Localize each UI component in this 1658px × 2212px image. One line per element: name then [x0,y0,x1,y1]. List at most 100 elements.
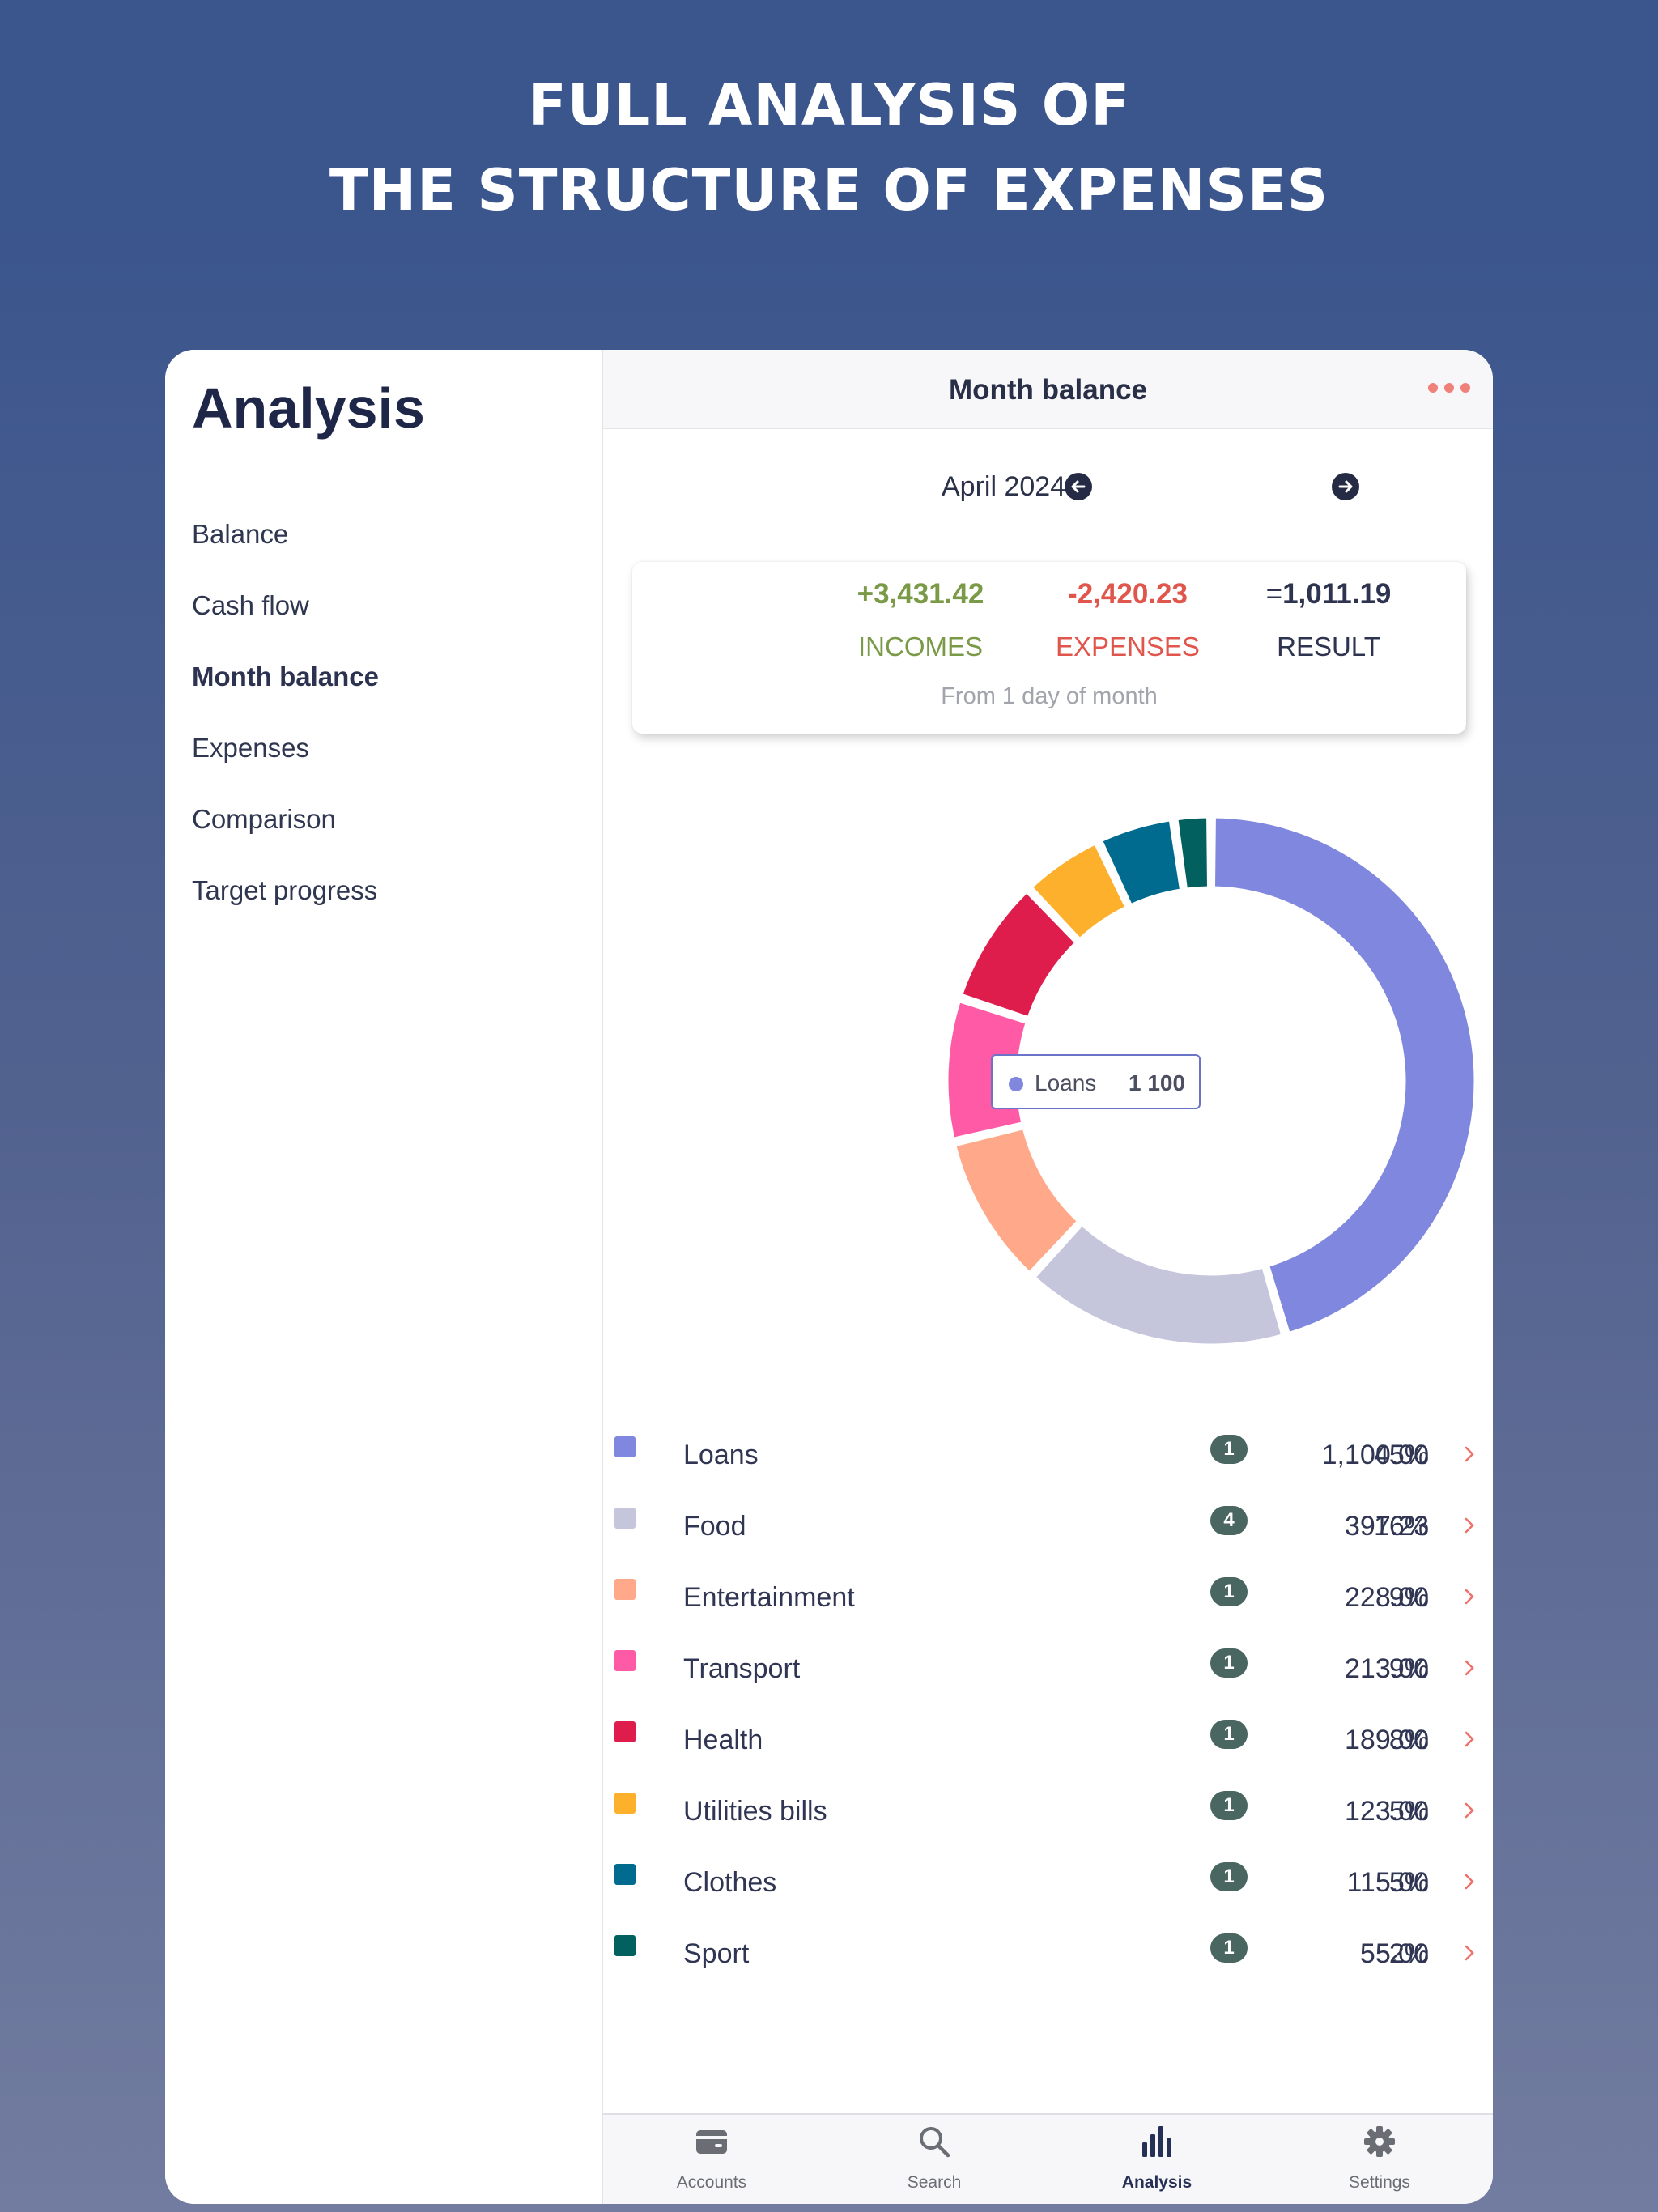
donut-slice-entertainment[interactable] [952,1125,1082,1276]
month-navigator: April 2024 [603,463,1493,512]
donut-slice-loans[interactable] [1210,814,1478,1337]
result-number: 1,011.19 [1282,578,1392,610]
chevron-right-icon [1465,1874,1474,1890]
arrow-left-icon[interactable] [1065,473,1092,500]
list-item[interactable]: Sport 1 55.00 2% [603,1927,1493,1998]
donut-slice-clothes[interactable] [1098,817,1184,908]
expenses-value: -2,420.23 [1068,578,1188,610]
summary-note: From 1 day of month [941,683,1158,709]
category-amount: 115.00 [1346,1867,1429,1898]
color-swatch [614,1793,636,1814]
navigation-bar: Month balance [603,350,1493,429]
count-badge: 1 [1210,1577,1248,1606]
color-swatch [614,1579,636,1600]
app-window: Analysis Balance Cash flow Month balance… [165,350,1493,2204]
sidebar-item-target-progress[interactable]: Target progress [192,875,378,905]
tab-label: Settings [1349,2173,1410,2192]
chevron-right-icon [1465,1802,1474,1819]
sidebar-item-balance[interactable]: Balance [192,519,289,549]
more-dots-icon[interactable] [1428,374,1473,398]
gear-icon [1364,2126,1395,2157]
category-percent: 9% [1388,1653,1429,1684]
list-item[interactable]: Entertainment 1 228.00 9% [603,1571,1493,1642]
tab-accounts[interactable]: Accounts [623,2115,801,2204]
tooltip-dot [1009,1077,1023,1091]
category-percent: 45% [1373,1440,1429,1470]
result-label: RESULT [1277,632,1380,661]
incomes-value: +3,431.42 [857,578,984,610]
category-percent: 5% [1388,1867,1429,1898]
category-name: Utilities bills [683,1796,827,1827]
color-swatch [614,1508,636,1529]
count-badge: 1 [1210,1933,1248,1963]
sidebar-item-month-balance[interactable]: Month balance [192,661,380,691]
category-name: Clothes [683,1867,777,1898]
sidebar-title: Analysis [192,376,425,440]
chevron-right-icon [1465,1517,1474,1534]
category-amount: 1,100.00 [1321,1440,1429,1470]
category-percent: 5% [1388,1796,1429,1827]
list-item[interactable]: Utilities bills 1 123.00 5% [603,1784,1493,1856]
list-item[interactable]: Health 1 189.00 8% [603,1713,1493,1784]
count-badge: 4 [1210,1506,1248,1535]
main-panel: Month balance April 2024 +3,431.42 INCOM… [603,350,1493,2204]
chevron-right-icon [1465,1945,1474,1961]
tab-label: Search [907,2173,962,2192]
category-amount: 55.00 [1359,1938,1429,1969]
category-percent: 2% [1388,1938,1429,1969]
sidebar-item-expenses[interactable]: Expenses [192,733,309,763]
chevron-right-icon [1465,1731,1474,1747]
count-badge: 1 [1210,1862,1248,1891]
color-swatch [614,1721,636,1742]
chevron-right-icon [1465,1446,1474,1462]
wallet-icon [696,2130,727,2154]
tooltip-name: Loans [1035,1070,1097,1095]
donut-slice-health[interactable] [959,889,1079,1021]
expenses-label: EXPENSES [1056,632,1200,661]
chevron-right-icon [1465,1589,1474,1605]
donut-slice-sport[interactable] [1174,814,1212,892]
summary-card: +3,431.42 INCOMES -2,420.23 EXPENSES =1,… [632,562,1466,734]
chart-tooltip: Loans 1 100 [991,1054,1201,1109]
list-item[interactable]: Clothes 1 115.00 5% [603,1856,1493,1927]
category-amount: 228.00 [1345,1582,1429,1613]
count-badge: 1 [1210,1435,1248,1464]
result-prefix: = [1265,578,1283,610]
category-amount: 213.00 [1345,1653,1429,1684]
category-name: Loans [683,1440,759,1470]
page-title: Month balance [948,374,1148,406]
category-name: Health [683,1725,763,1755]
category-amount: 123.00 [1345,1796,1429,1827]
count-badge: 1 [1210,1791,1248,1820]
tab-analysis[interactable]: Analysis [1068,2115,1246,2204]
sidebar: Analysis Balance Cash flow Month balance… [165,350,603,2204]
color-swatch [614,1650,636,1671]
category-name: Sport [683,1938,750,1969]
tab-bar: Accounts Search Analysis [603,2113,1493,2204]
tab-search[interactable]: Search [845,2115,1023,2204]
tooltip-value: 1 100 [1129,1070,1186,1095]
list-item[interactable]: Transport 1 213.00 9% [603,1642,1493,1713]
headline-line-2: THE STRUCTURE OF EXPENSES [329,157,1329,223]
arrow-right-icon[interactable] [1332,473,1359,500]
headline-line-1: FULL ANALYSIS OF [527,72,1131,138]
sidebar-item-comparison[interactable]: Comparison [192,804,336,834]
donut-slice-utilities-bills[interactable] [1028,840,1129,942]
count-badge: 1 [1210,1720,1248,1749]
donut-slice-food[interactable] [1031,1222,1286,1348]
tab-settings[interactable]: Settings [1290,2115,1469,2204]
count-badge: 1 [1210,1648,1248,1678]
category-name: Food [683,1511,746,1542]
month-label: April 2024 [942,471,1066,502]
result-value: =1,011.19 [1207,578,1450,610]
list-item[interactable]: Food 4 397.23 16% [603,1499,1493,1571]
list-item[interactable]: Loans 1 1,100.00 45% [603,1428,1493,1499]
sidebar-item-cash-flow[interactable]: Cash flow [192,590,309,620]
category-percent: 9% [1388,1582,1429,1613]
category-name: Entertainment [683,1582,855,1613]
incomes-label: INCOMES [857,632,983,661]
category-percent: 8% [1388,1725,1429,1755]
color-swatch [614,1935,636,1956]
category-name: Transport [683,1653,801,1684]
chevron-right-icon [1465,1660,1474,1676]
